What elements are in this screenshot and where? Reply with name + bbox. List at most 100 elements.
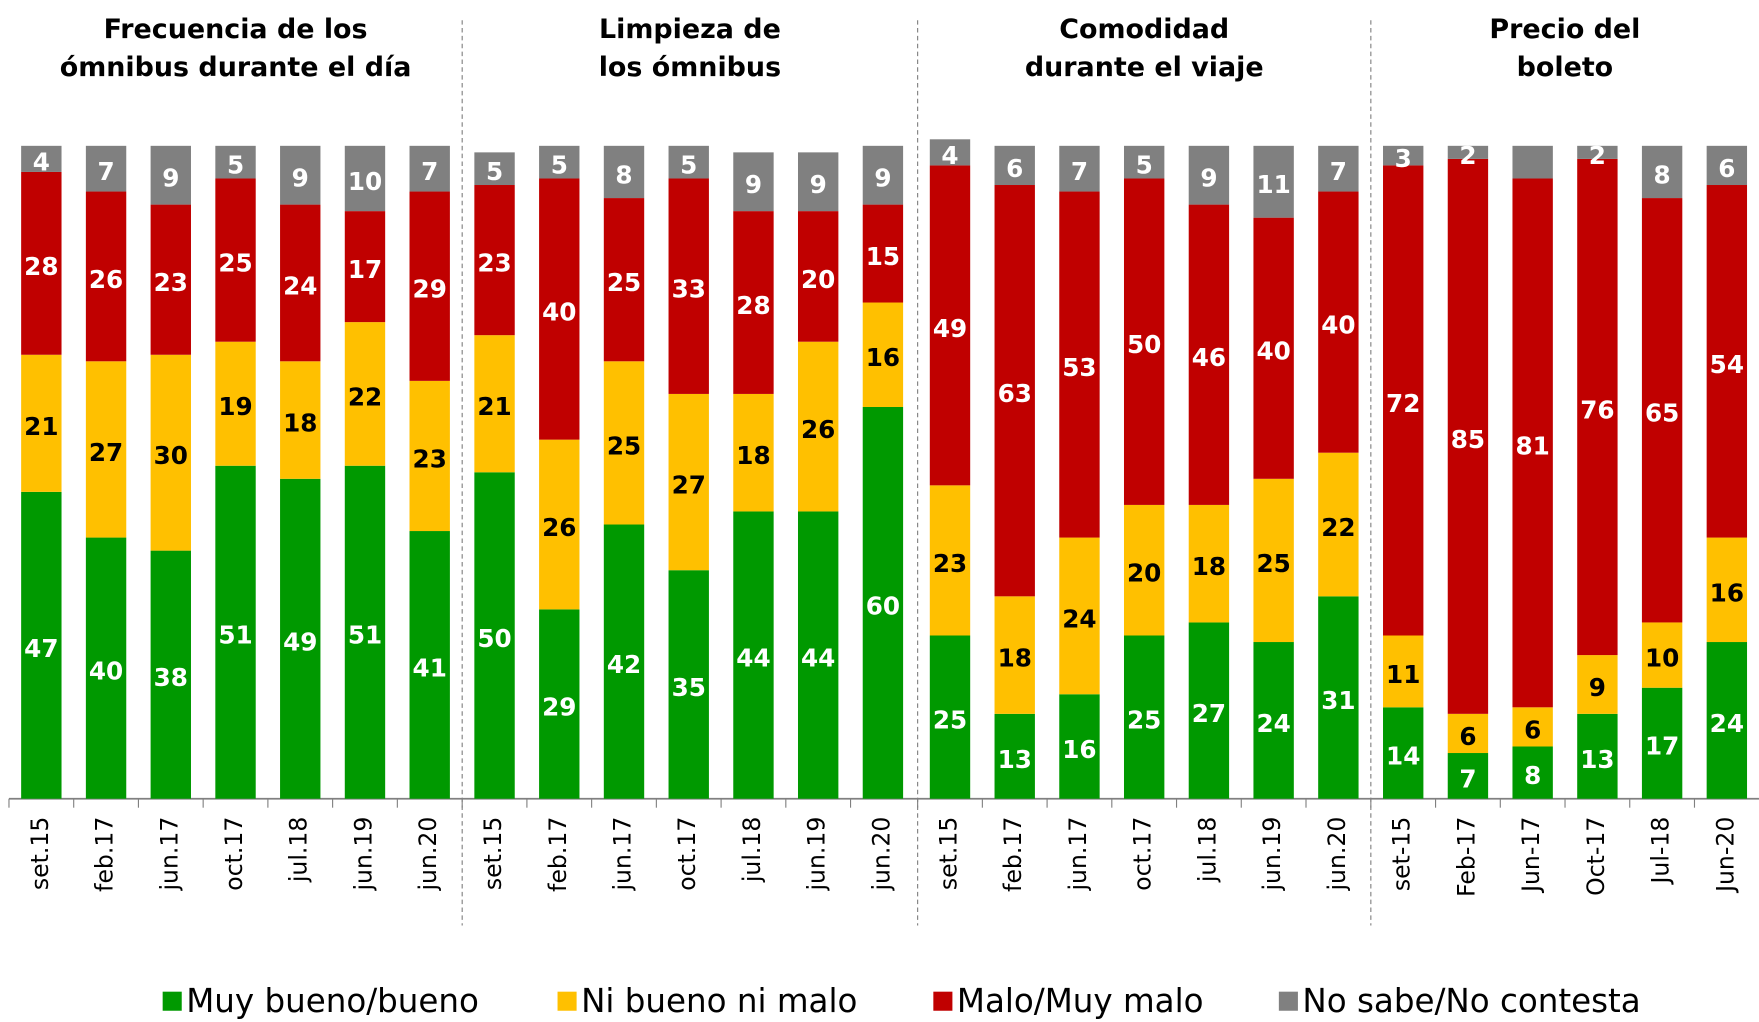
value-label: 13 [1580, 745, 1614, 774]
value-label: 18 [283, 409, 317, 438]
value-label: 23 [413, 444, 447, 473]
bar-segment [797, 211, 839, 342]
value-label: 31 [1321, 686, 1355, 715]
x-tick-label: oct.17 [1129, 817, 1157, 891]
bar-segment [1512, 178, 1553, 708]
bar-segment [929, 635, 971, 799]
bar-segment [1253, 478, 1294, 643]
bar-segment [1447, 753, 1489, 799]
value-label: 26 [542, 513, 576, 542]
value-label: 16 [866, 343, 900, 372]
value-label: 29 [413, 275, 447, 304]
bar-segment [733, 511, 774, 799]
panel-title: Comodidad [1059, 14, 1229, 45]
value-label: 9 [745, 170, 762, 199]
bar-segment [280, 145, 321, 205]
x-tick-label: Oct-17 [1582, 817, 1610, 896]
value-label: 40 [89, 657, 123, 686]
bar-segment [733, 393, 774, 512]
bar-segment [409, 191, 450, 381]
value-label: 11 [1386, 660, 1420, 689]
x-tick-label: set.15 [26, 817, 54, 890]
bar-segment [1188, 504, 1230, 623]
value-label: 24 [283, 271, 317, 300]
value-label: 13 [998, 745, 1032, 774]
value-label: 6 [1524, 715, 1541, 744]
bar-segment [1641, 145, 1683, 199]
value-label: 51 [218, 621, 252, 650]
value-label: 8 [1654, 160, 1671, 189]
legend-swatch [933, 991, 953, 1011]
value-label: 11 [1256, 170, 1290, 199]
value-label: 50 [477, 624, 511, 653]
value-label: 72 [1386, 389, 1420, 418]
value-label: 5 [680, 151, 697, 180]
value-label: 6 [1006, 154, 1023, 183]
value-label: 25 [1256, 549, 1290, 578]
value-label: 22 [1321, 513, 1355, 542]
x-tick-label: jun.17 [609, 817, 637, 892]
value-label: 40 [542, 298, 576, 327]
bar-segment [1383, 707, 1424, 799]
bar-segment [1512, 145, 1553, 179]
value-label: 9 [810, 170, 827, 199]
bar-segment [1706, 185, 1748, 538]
value-label: 6 [1718, 154, 1735, 183]
bar-segment [539, 145, 580, 179]
value-label: 65 [1645, 399, 1679, 428]
value-label: 25 [607, 268, 641, 297]
value-label: 28 [736, 291, 770, 320]
bar-segment [862, 204, 904, 303]
value-label: 53 [1062, 353, 1096, 382]
bar-segment [280, 204, 321, 362]
bar-segment [733, 211, 774, 394]
bar-segment [344, 465, 386, 799]
bar-segment [344, 322, 386, 466]
bar-segment [994, 713, 1035, 799]
value-label: 44 [736, 644, 770, 673]
x-tick-label: Jul-18 [1647, 817, 1675, 886]
x-tick-label: oct.17 [673, 817, 701, 891]
value-label: 27 [1192, 699, 1226, 728]
legend-label: Malo/Muy malo [957, 982, 1204, 1020]
x-tick-label: set.15 [934, 817, 962, 890]
value-label: 30 [154, 441, 188, 470]
bar-segment [409, 531, 450, 799]
value-label: 35 [672, 673, 706, 702]
value-label: 10 [348, 167, 382, 196]
bar-segment [862, 302, 904, 407]
bar-segment [603, 361, 645, 525]
panel-title: boleto [1517, 52, 1614, 83]
bar-segment [1318, 145, 1359, 192]
value-label: 6 [1459, 722, 1476, 751]
value-label: 22 [348, 382, 382, 411]
bar-segment [1318, 191, 1359, 453]
bar-segment [603, 198, 645, 362]
bar-segment [994, 596, 1035, 714]
bar-segment [280, 478, 321, 799]
value-label: 25 [218, 249, 252, 278]
panel-title: Precio del [1489, 14, 1640, 45]
bar-segment [474, 185, 515, 336]
x-tick-label: jun.20 [1323, 817, 1351, 892]
legend-swatch [557, 991, 577, 1011]
x-tick-label: Jun-20 [1711, 817, 1739, 894]
bar-segment [21, 171, 62, 355]
bar-segment [1123, 145, 1165, 179]
panel-title: los ómnibus [599, 52, 781, 83]
bar-segment [215, 145, 256, 179]
value-label: 46 [1192, 343, 1226, 372]
bar-segment [150, 204, 191, 355]
value-label: 40 [1321, 311, 1355, 340]
value-label: 7 [1071, 157, 1088, 186]
x-tick-label: jul.18 [1193, 817, 1221, 883]
value-label: 28 [24, 252, 58, 281]
bar-segment [150, 354, 191, 551]
bar-segment [280, 361, 321, 479]
value-label: 23 [933, 549, 967, 578]
x-tick-label: set-15 [1388, 817, 1416, 891]
value-label: 17 [1645, 732, 1679, 761]
value-label: 23 [154, 268, 188, 297]
bar-segment [1123, 504, 1165, 636]
value-label: 5 [486, 157, 503, 186]
